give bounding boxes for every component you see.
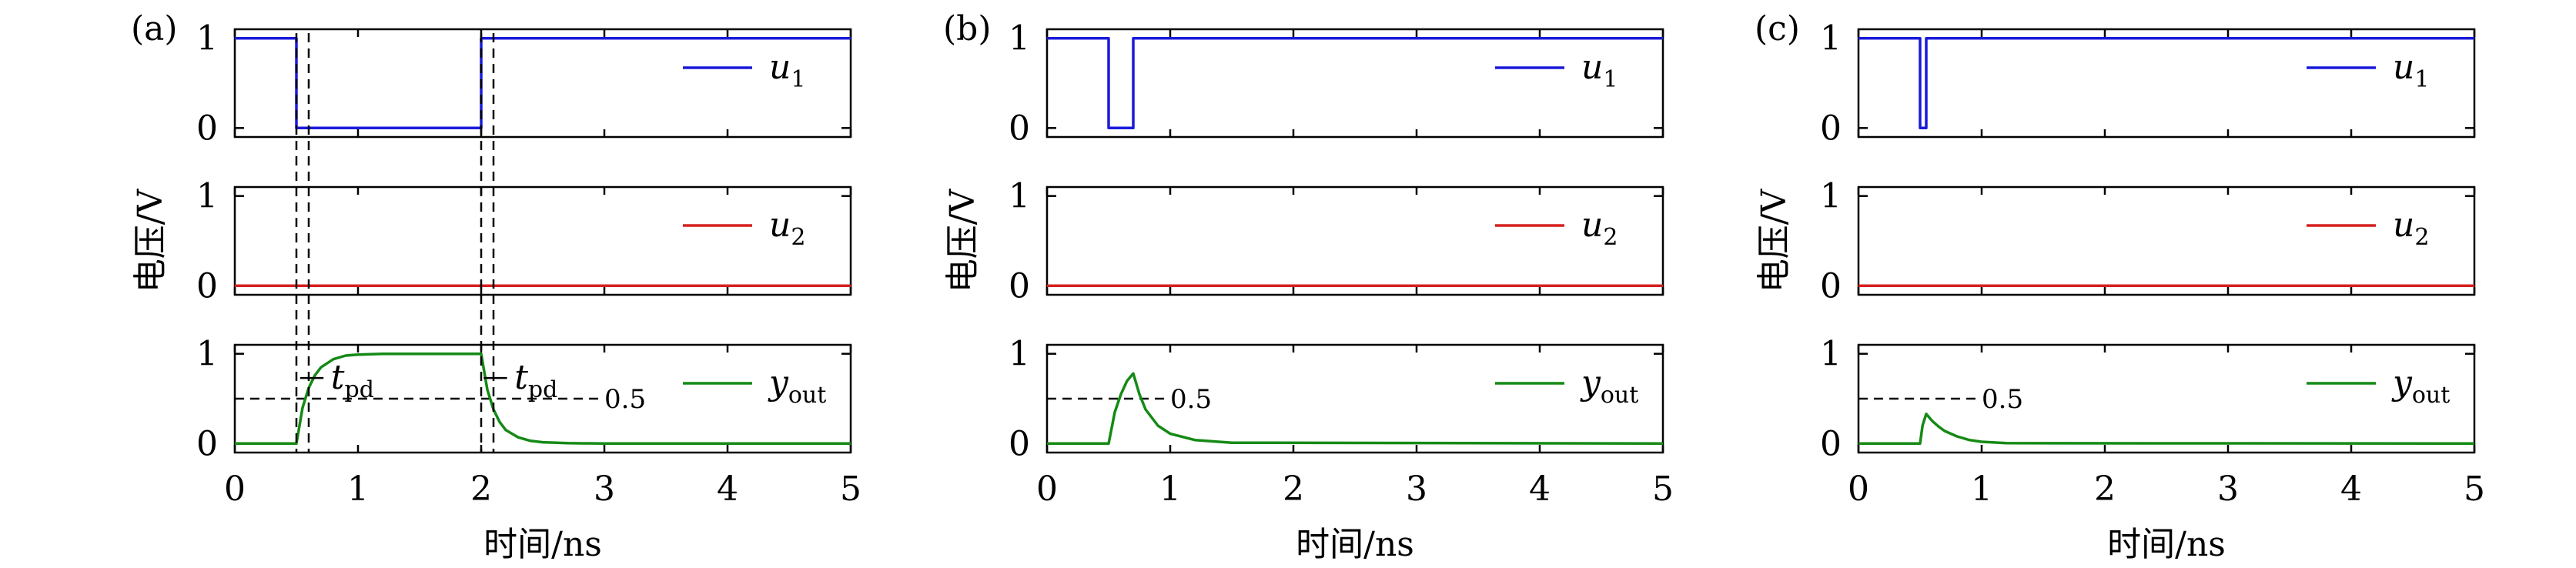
series-line-u1 [235, 36, 851, 130]
x-tick-label: 0 [224, 469, 246, 509]
legend-label: u2 [1581, 205, 1618, 251]
subplot-row-1: 0 1 u1 [196, 19, 852, 148]
x-tick-label: 4 [717, 469, 738, 509]
panel-label: (a) [131, 9, 178, 48]
x-tick-label: 5 [1652, 469, 1674, 509]
plot-frame [1857, 28, 2476, 139]
y-tick-label: 1 [1820, 335, 1842, 374]
legend-label: yout [768, 363, 826, 409]
y-tick-label: 0 [1820, 424, 1842, 463]
y-tick-label: 0 [1009, 266, 1030, 306]
subplot-row-2: 0 1 u2 [196, 177, 852, 306]
y-tick-label: 0 [1820, 266, 1842, 306]
x-tick-label: 4 [2340, 469, 2362, 509]
subplot-row-3: 0 1 0.5 yout [1009, 335, 1664, 463]
x-tick-label: 2 [1283, 469, 1304, 509]
y-tick-label: 0 [1009, 109, 1030, 148]
plot-frame [1857, 185, 2476, 296]
series-line-yout [235, 352, 851, 446]
y-tick-label: 0 [196, 424, 218, 463]
y-tick-label: 1 [196, 19, 218, 58]
y-tick-label: 1 [1009, 335, 1030, 374]
legend-label: u1 [769, 48, 805, 93]
x-tick-label: 2 [470, 469, 492, 509]
x-tick-label: 4 [1529, 469, 1551, 509]
y-tick-label: 1 [1009, 19, 1030, 58]
x-tick-label: 5 [2464, 469, 2485, 509]
threshold-label: 0.5 [604, 384, 646, 415]
plot-frame [1045, 185, 1664, 296]
legend-label: u2 [2393, 205, 2429, 251]
series-line-yout [1047, 372, 1664, 446]
threshold-label: 0.5 [1170, 384, 1212, 415]
x-tick-label: 1 [347, 469, 369, 509]
x-axis-label: 时间/ns [2107, 525, 2226, 564]
y-tick-label: 0 [1009, 424, 1030, 463]
series-line-u1 [1858, 36, 2474, 130]
subplot-row-3: 0 1 0.5 yout [196, 335, 852, 463]
subplot-row-1: 0 1 u1 [1009, 19, 1664, 148]
subplot-row-3: 0 1 0.5 yout [1820, 335, 2476, 463]
x-tick-label: 1 [1159, 469, 1181, 509]
x-axis-label: 时间/ns [1296, 525, 1414, 564]
panel-c: (c) 0 1 u1 0 1 u2 0 1 0.5 yout 0 1 2 3 4 5 时间/ns 电压/V [1755, 9, 2485, 564]
legend-label: u1 [2393, 48, 2429, 93]
y-tick-label: 0 [196, 109, 218, 148]
x-axis-label: 时间/ns [483, 525, 602, 564]
x-tick-label: 3 [1406, 469, 1427, 509]
x-tick-label: 5 [840, 469, 861, 509]
legend-label: yout [2391, 363, 2450, 409]
annotation-tpd: tpd [514, 358, 557, 403]
subplot-row-1: 0 1 u1 [1820, 19, 2476, 148]
plot-frame [233, 28, 852, 139]
panel-label: (b) [943, 9, 992, 48]
plot-frame [233, 185, 852, 296]
legend-label: yout [1580, 363, 1638, 409]
y-tick-label: 1 [196, 177, 218, 216]
series-line-u1 [1047, 36, 1663, 130]
y-tick-label: 1 [196, 335, 218, 374]
x-tick-label: 1 [1971, 469, 1992, 509]
panel-b: (b) 0 1 u1 0 1 u2 0 1 0.5 yout 0 1 2 3 4 5 时间/ns 电压/V [943, 9, 1674, 564]
series-line-yout [1858, 413, 2475, 446]
y-axis-label: 电压/V [131, 188, 170, 292]
y-tick-label: 0 [1820, 109, 1842, 148]
plot-frame [1045, 28, 1664, 139]
x-tick-label: 3 [2217, 469, 2239, 509]
y-axis-label: 电压/V [943, 188, 982, 292]
y-tick-label: 1 [1820, 177, 1842, 216]
y-axis-label: 电压/V [1755, 188, 1794, 292]
y-tick-label: 0 [196, 266, 218, 306]
x-tick-label: 0 [1848, 469, 1869, 509]
legend-label: u1 [1581, 48, 1618, 93]
panel-label: (c) [1755, 9, 1800, 48]
subplot-row-2: 0 1 u2 [1009, 177, 1664, 306]
legend-label: u2 [769, 205, 805, 251]
panel-a: (a) 0 1 u1 0 1 u2 0 1 0.5 yout tpd tpd 0 1 2 3 4 5 时间/ns 电压/… [131, 9, 861, 564]
x-tick-label: 2 [2094, 469, 2116, 509]
x-tick-label: 0 [1036, 469, 1058, 509]
x-tick-label: 3 [594, 469, 615, 509]
subplot-row-2: 0 1 u2 [1820, 177, 2476, 306]
annotation-tpd: tpd [331, 358, 374, 403]
y-tick-label: 1 [1009, 177, 1030, 216]
y-tick-label: 1 [1820, 19, 1842, 58]
threshold-label: 0.5 [1982, 384, 2023, 415]
